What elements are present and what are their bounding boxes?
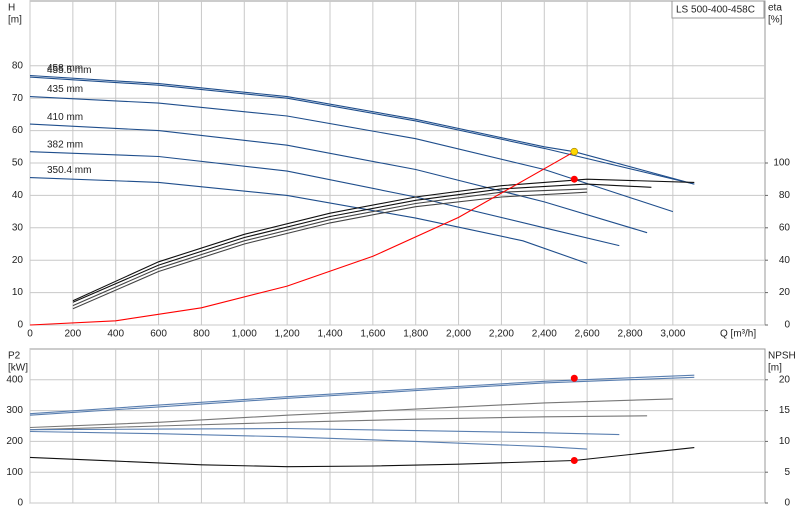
curve [29,430,588,450]
y-tick-label: 70 [12,93,24,104]
y-axis-label: P2 [8,351,21,362]
x-tick-label: 3,000 [660,329,685,340]
chart-title: LS 500-400-458C [676,5,755,16]
y2-tick-label: 100 [773,158,790,169]
y2-tick-label: 40 [779,255,791,266]
curve-label: 435 mm [47,84,83,95]
x-tick-label: 1,200 [275,329,300,340]
y-tick-label: 10 [12,287,24,298]
x-tick-label: 1,800 [403,329,428,340]
curve [29,427,620,436]
x-tick-label: 2,400 [532,329,557,340]
y2-tick-label: 5 [784,467,790,478]
operating-point [570,456,578,464]
curve [72,188,588,307]
y2-tick-label: 15 [779,405,791,416]
curve [29,447,695,468]
y-tick-label: 50 [12,158,24,169]
y2-tick-label: 20 [779,374,791,385]
y2-axis-label: NPSH [768,351,796,362]
x-tick-label: 400 [107,329,124,340]
curve-label: 382 mm [47,139,83,150]
x-tick-label: 2,000 [446,329,471,340]
curve [29,123,648,234]
x-tick-label: 2,600 [575,329,600,340]
curve [29,96,674,213]
y-tick-label: 30 [12,222,24,233]
y-tick-label: 400 [6,374,23,385]
x-axis-label: Q [m³/h] [720,329,756,340]
y-tick-label: 300 [6,405,23,416]
curve [29,177,588,264]
curve-label: 350.4 mm [47,165,91,176]
y-axis-label: H [8,3,15,14]
y-tick-label: 80 [12,60,24,71]
x-tick-label: 2,200 [489,329,514,340]
curve [29,398,673,429]
y2-axis-unit: [%] [768,15,783,26]
y-tick-label: 100 [6,467,23,478]
y-tick-label: 0 [17,498,23,509]
operating-point [570,147,579,156]
y2-tick-label: 10 [779,436,791,447]
x-tick-label: 800 [193,329,210,340]
curve-label: 455.5 mm [47,65,91,76]
y-axis-unit: [m] [8,15,22,26]
x-tick-label: 600 [150,329,167,340]
curve [29,151,575,326]
curve-label: 410 mm [47,112,83,123]
x-tick-label: 0 [27,329,33,340]
y2-axis-label: eta [768,3,782,14]
curve [29,376,695,416]
y-tick-label: 20 [12,255,24,266]
y2-tick-label: 0 [784,320,790,331]
y-tick-label: 200 [6,436,23,447]
curve [29,151,620,247]
y-tick-label: 40 [12,190,24,201]
x-tick-label: 1,000 [232,329,257,340]
curve [29,415,648,431]
x-label-bg [716,327,762,341]
x-tick-label: 2,800 [617,329,642,340]
x-tick-label: 1,400 [317,329,342,340]
y2-tick-label: 60 [779,222,791,233]
x-tick-label: 200 [65,329,82,340]
curve [72,183,652,303]
y-tick-label: 0 [17,320,23,331]
y2-tick-label: 80 [779,190,791,201]
curve [29,374,695,415]
curve [72,191,588,310]
y-axis-unit: [kW] [8,363,28,374]
title-box [671,0,765,19]
operating-point [570,175,578,183]
y-tick-label: 60 [12,125,24,136]
y2-tick-label: 0 [784,498,790,509]
y2-axis-unit: [m] [768,363,782,374]
curve-label: 458 mm [47,63,83,74]
y2-tick-label: 20 [779,287,791,298]
x-tick-label: 1,600 [360,329,385,340]
curve [72,178,695,302]
operating-point [570,374,578,382]
